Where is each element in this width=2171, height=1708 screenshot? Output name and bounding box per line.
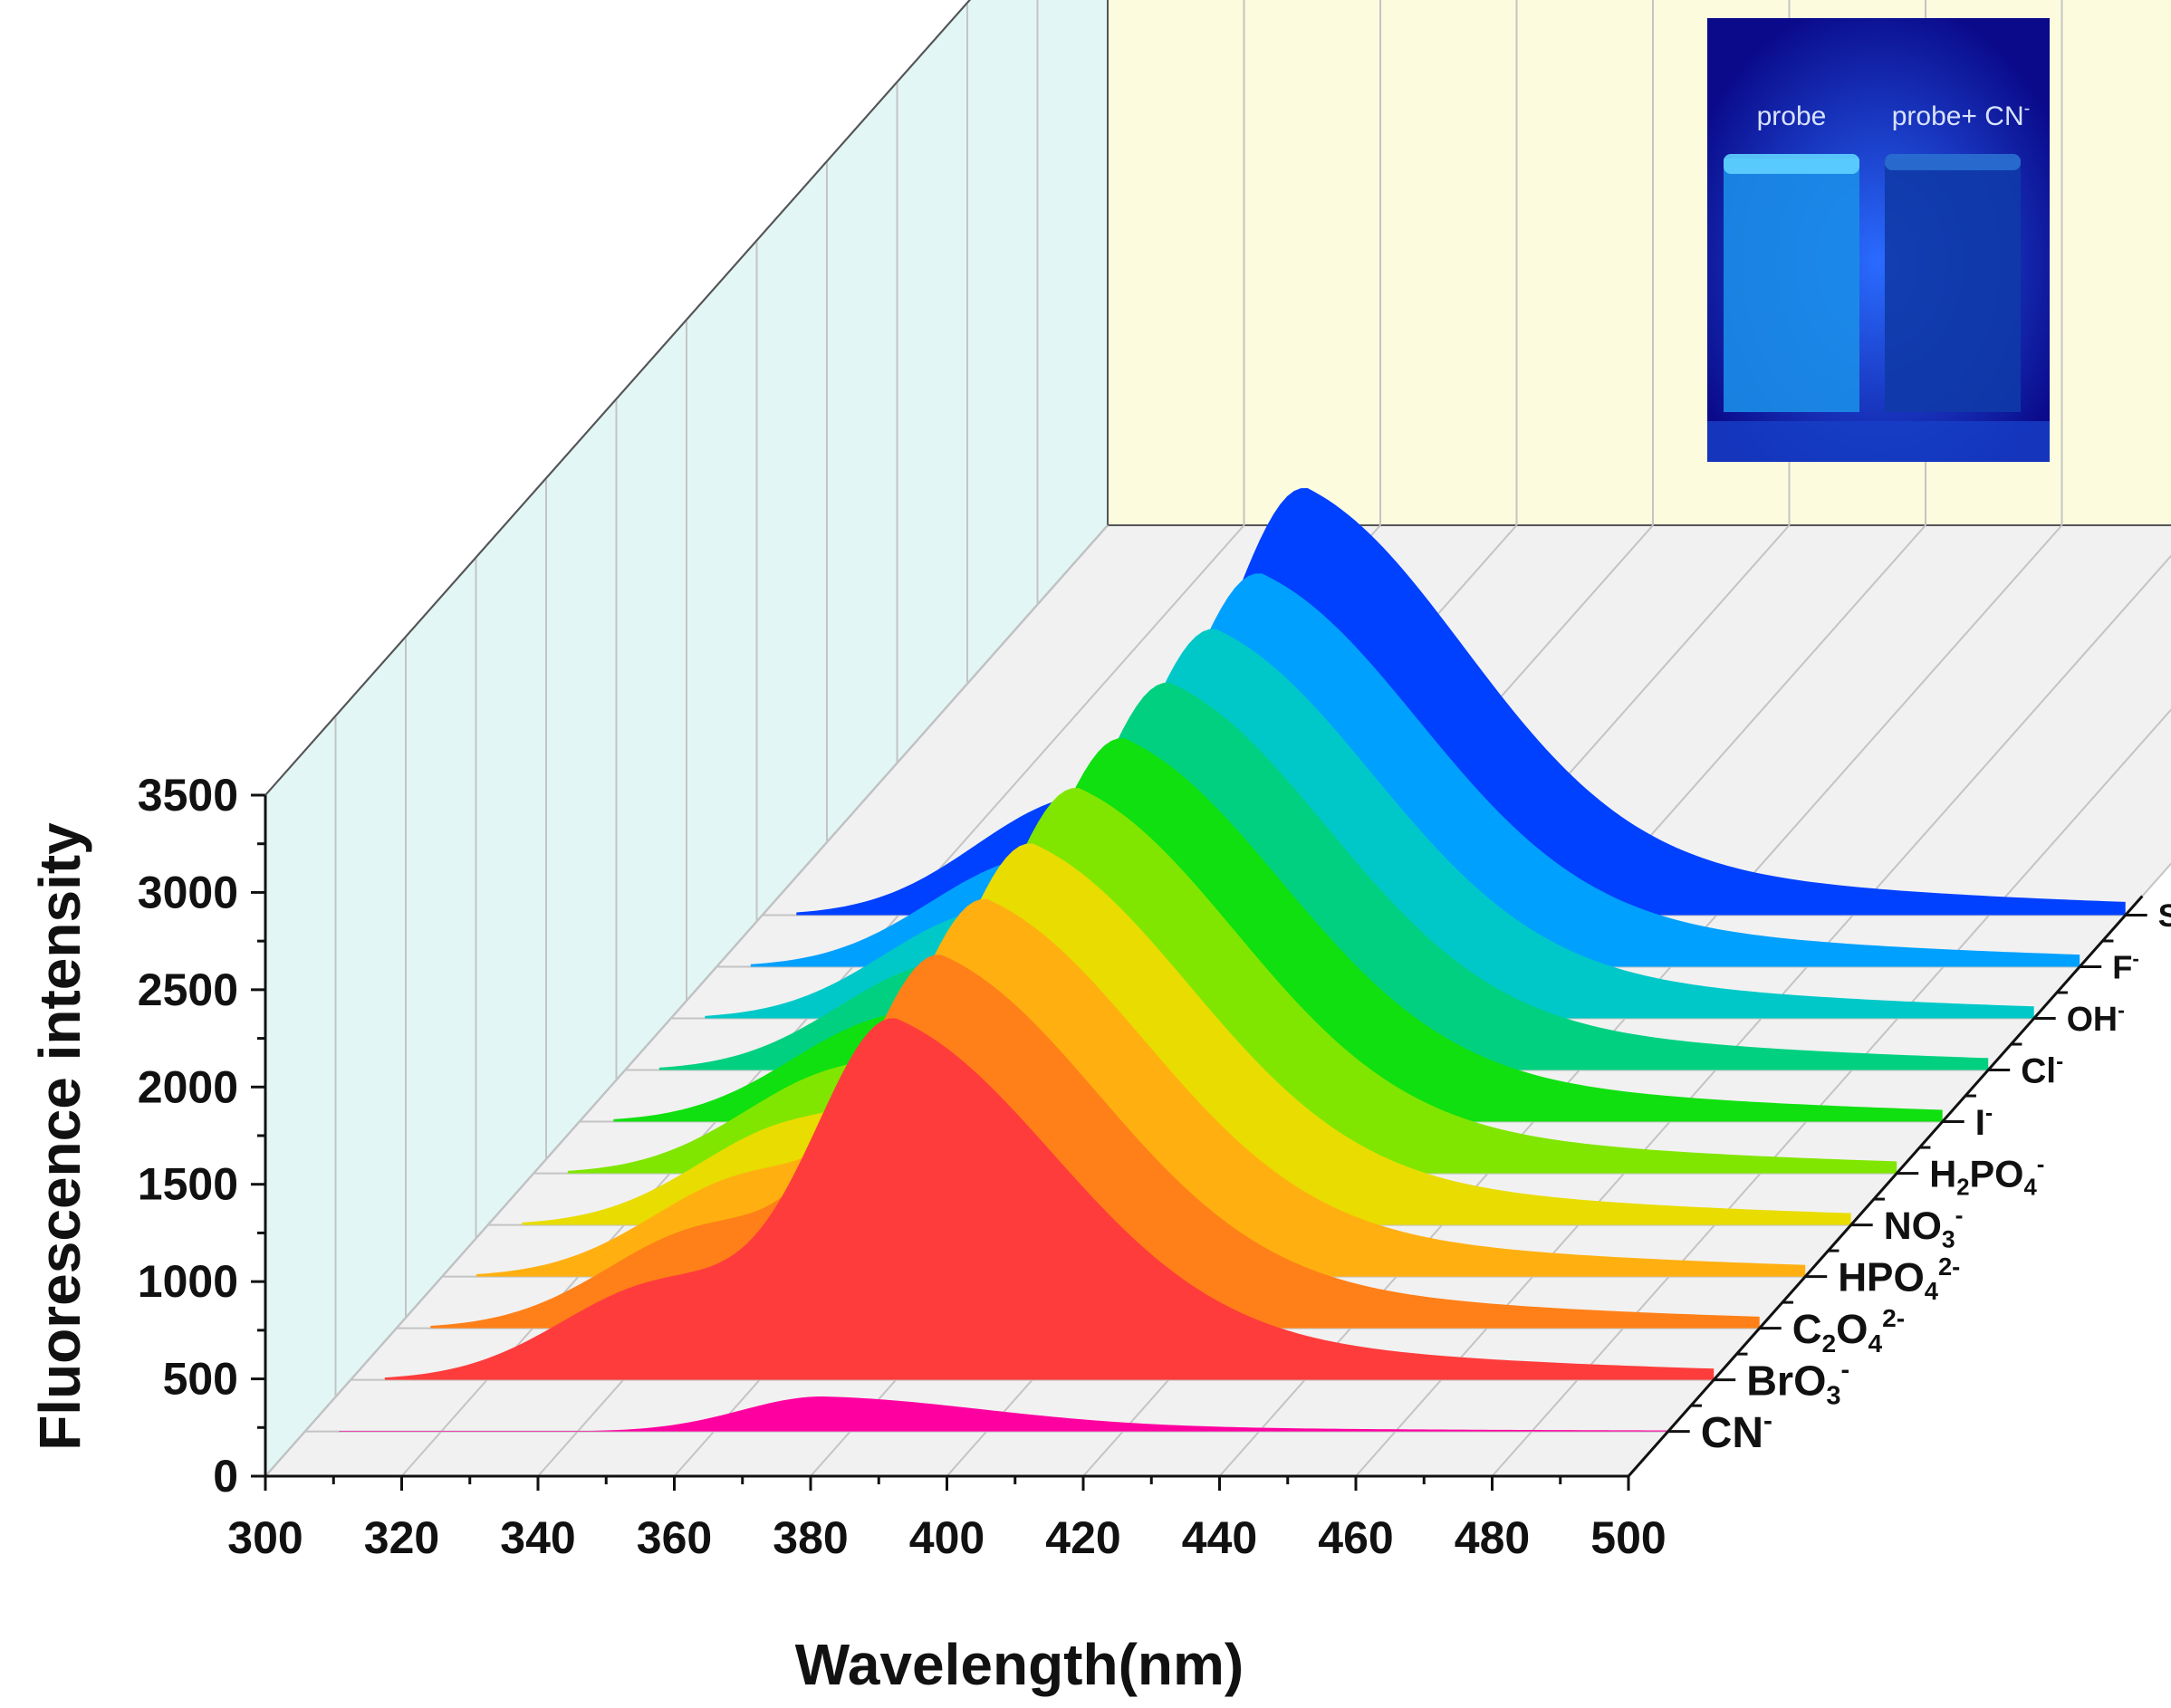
probe-vial bbox=[1724, 158, 1859, 412]
x-tick-label: 480 bbox=[1455, 1512, 1530, 1563]
inset-base bbox=[1707, 421, 2050, 462]
y-tick-label: 1000 bbox=[138, 1256, 238, 1307]
chart-labels: CN-BrO3-C2O42-HPO42-NO3-H2PO4- I- Cl-OH- F-… bbox=[27, 822, 2171, 1697]
series-label-h: H2PO4- bbox=[1929, 1152, 2044, 1201]
probe-meniscus bbox=[1724, 154, 1859, 174]
chart-axes: 300 320 340 360 380 400 420 440 460 480 500 0 500 100… bbox=[138, 0, 2147, 1563]
y-tick-label: 500 bbox=[163, 1354, 238, 1405]
series-label-c: C2O42- bbox=[1792, 1304, 1905, 1358]
y-tick-label: 1500 bbox=[138, 1159, 238, 1210]
frame-edge bbox=[264, 0, 971, 796]
series-label-so: SO42- bbox=[2158, 896, 2171, 938]
x-tick-label: 500 bbox=[1590, 1512, 1666, 1563]
series-label-oh: OH- bbox=[2067, 998, 2125, 1038]
series-label-cn: CN- bbox=[1701, 1406, 1772, 1457]
y-tick-label: 2500 bbox=[138, 964, 238, 1015]
y-axis-title: Fluorescence intensity bbox=[27, 822, 92, 1451]
x-tick-label: 460 bbox=[1318, 1512, 1393, 1563]
x-tick-label: 420 bbox=[1045, 1512, 1120, 1563]
x-axis-title: Wavelength(nm) bbox=[795, 1632, 1244, 1697]
series-label-i: I- bbox=[1975, 1100, 1993, 1143]
series-label-f: F- bbox=[2112, 947, 2139, 986]
inset-label-probe-cn: probe+ CN- bbox=[1892, 99, 2031, 131]
x-tick-label: 320 bbox=[364, 1512, 439, 1563]
cn-meniscus bbox=[1885, 154, 2021, 170]
x-tick-label: 440 bbox=[1182, 1512, 1257, 1563]
inset-label-probe: probe bbox=[1757, 101, 1827, 131]
series-label-hpo: HPO42- bbox=[1838, 1252, 1960, 1305]
series-label-cl: Cl- bbox=[2021, 1050, 2063, 1091]
x-tick-label: 360 bbox=[637, 1512, 712, 1563]
x-tick-label: 380 bbox=[773, 1512, 848, 1563]
series-label-no: NO3- bbox=[1884, 1202, 1964, 1253]
series-label-bro: BrO3- bbox=[1746, 1356, 1849, 1411]
cn-vial bbox=[1885, 158, 2021, 412]
x-tick-label: 400 bbox=[909, 1512, 985, 1563]
y-tick-label: 3500 bbox=[138, 770, 238, 820]
y-tick-label: 0 bbox=[213, 1451, 238, 1502]
inset-photo: probe probe+ CN- bbox=[1707, 18, 2050, 462]
x-tick-label: 340 bbox=[500, 1512, 575, 1563]
y-tick-label: 2000 bbox=[138, 1061, 238, 1112]
spectrum-bro bbox=[384, 1018, 1715, 1380]
spectrum-cn bbox=[339, 1396, 1668, 1432]
x-tick-label: 300 bbox=[227, 1512, 303, 1563]
spectra-series bbox=[339, 488, 2126, 1432]
y-tick-label: 3000 bbox=[138, 867, 238, 917]
